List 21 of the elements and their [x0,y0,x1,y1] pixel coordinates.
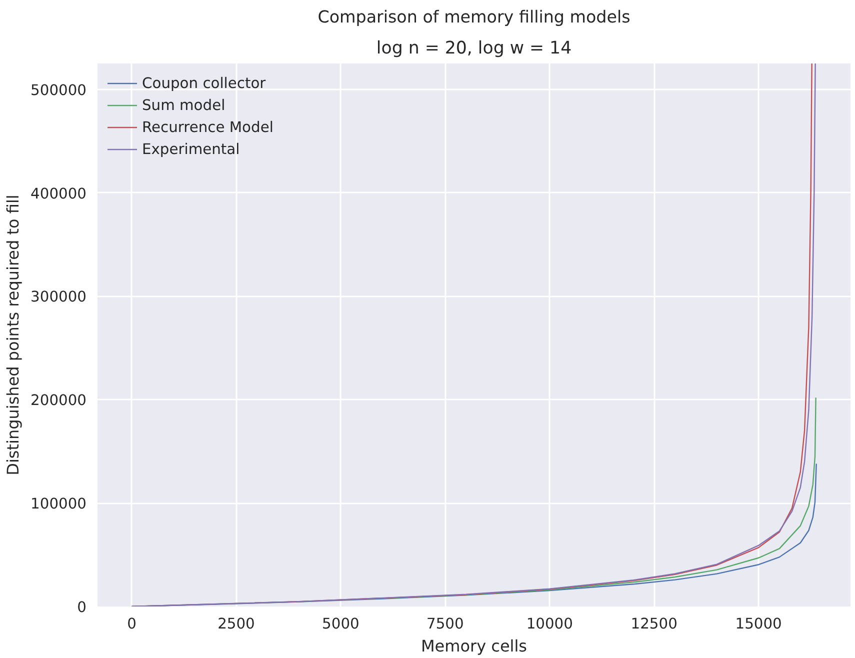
legend-label: Coupon collector [142,74,266,92]
y-tick-label: 100000 [30,496,87,513]
x-tick-label: 0 [127,616,136,632]
y-tick-label: 500000 [30,82,87,99]
x-tick-label: 5000 [322,616,360,632]
x-tick-label: 12500 [630,616,678,632]
legend-label: Experimental [142,140,240,158]
y-tick-label: 200000 [30,392,87,410]
x-tick-label: 7500 [426,616,464,632]
x-axis-title: Memory cells [420,636,528,656]
x-tick-label: 10000 [526,616,573,632]
chart-title: Comparison of memory filling models [318,8,630,26]
y-tick-label: 300000 [30,288,87,306]
x-tick-label: 15000 [735,616,782,632]
legend-label: Sum model [142,96,226,114]
legend-label: Recurrence Model [142,118,274,136]
y-tick-label: 0 [77,599,87,616]
y-tick-label: 400000 [30,185,87,202]
x-tick-label: 2500 [218,616,255,632]
y-axis-title: Distinguished points required to fill [4,194,23,476]
chart-subtitle: log n = 20, log w = 14 [376,38,572,58]
